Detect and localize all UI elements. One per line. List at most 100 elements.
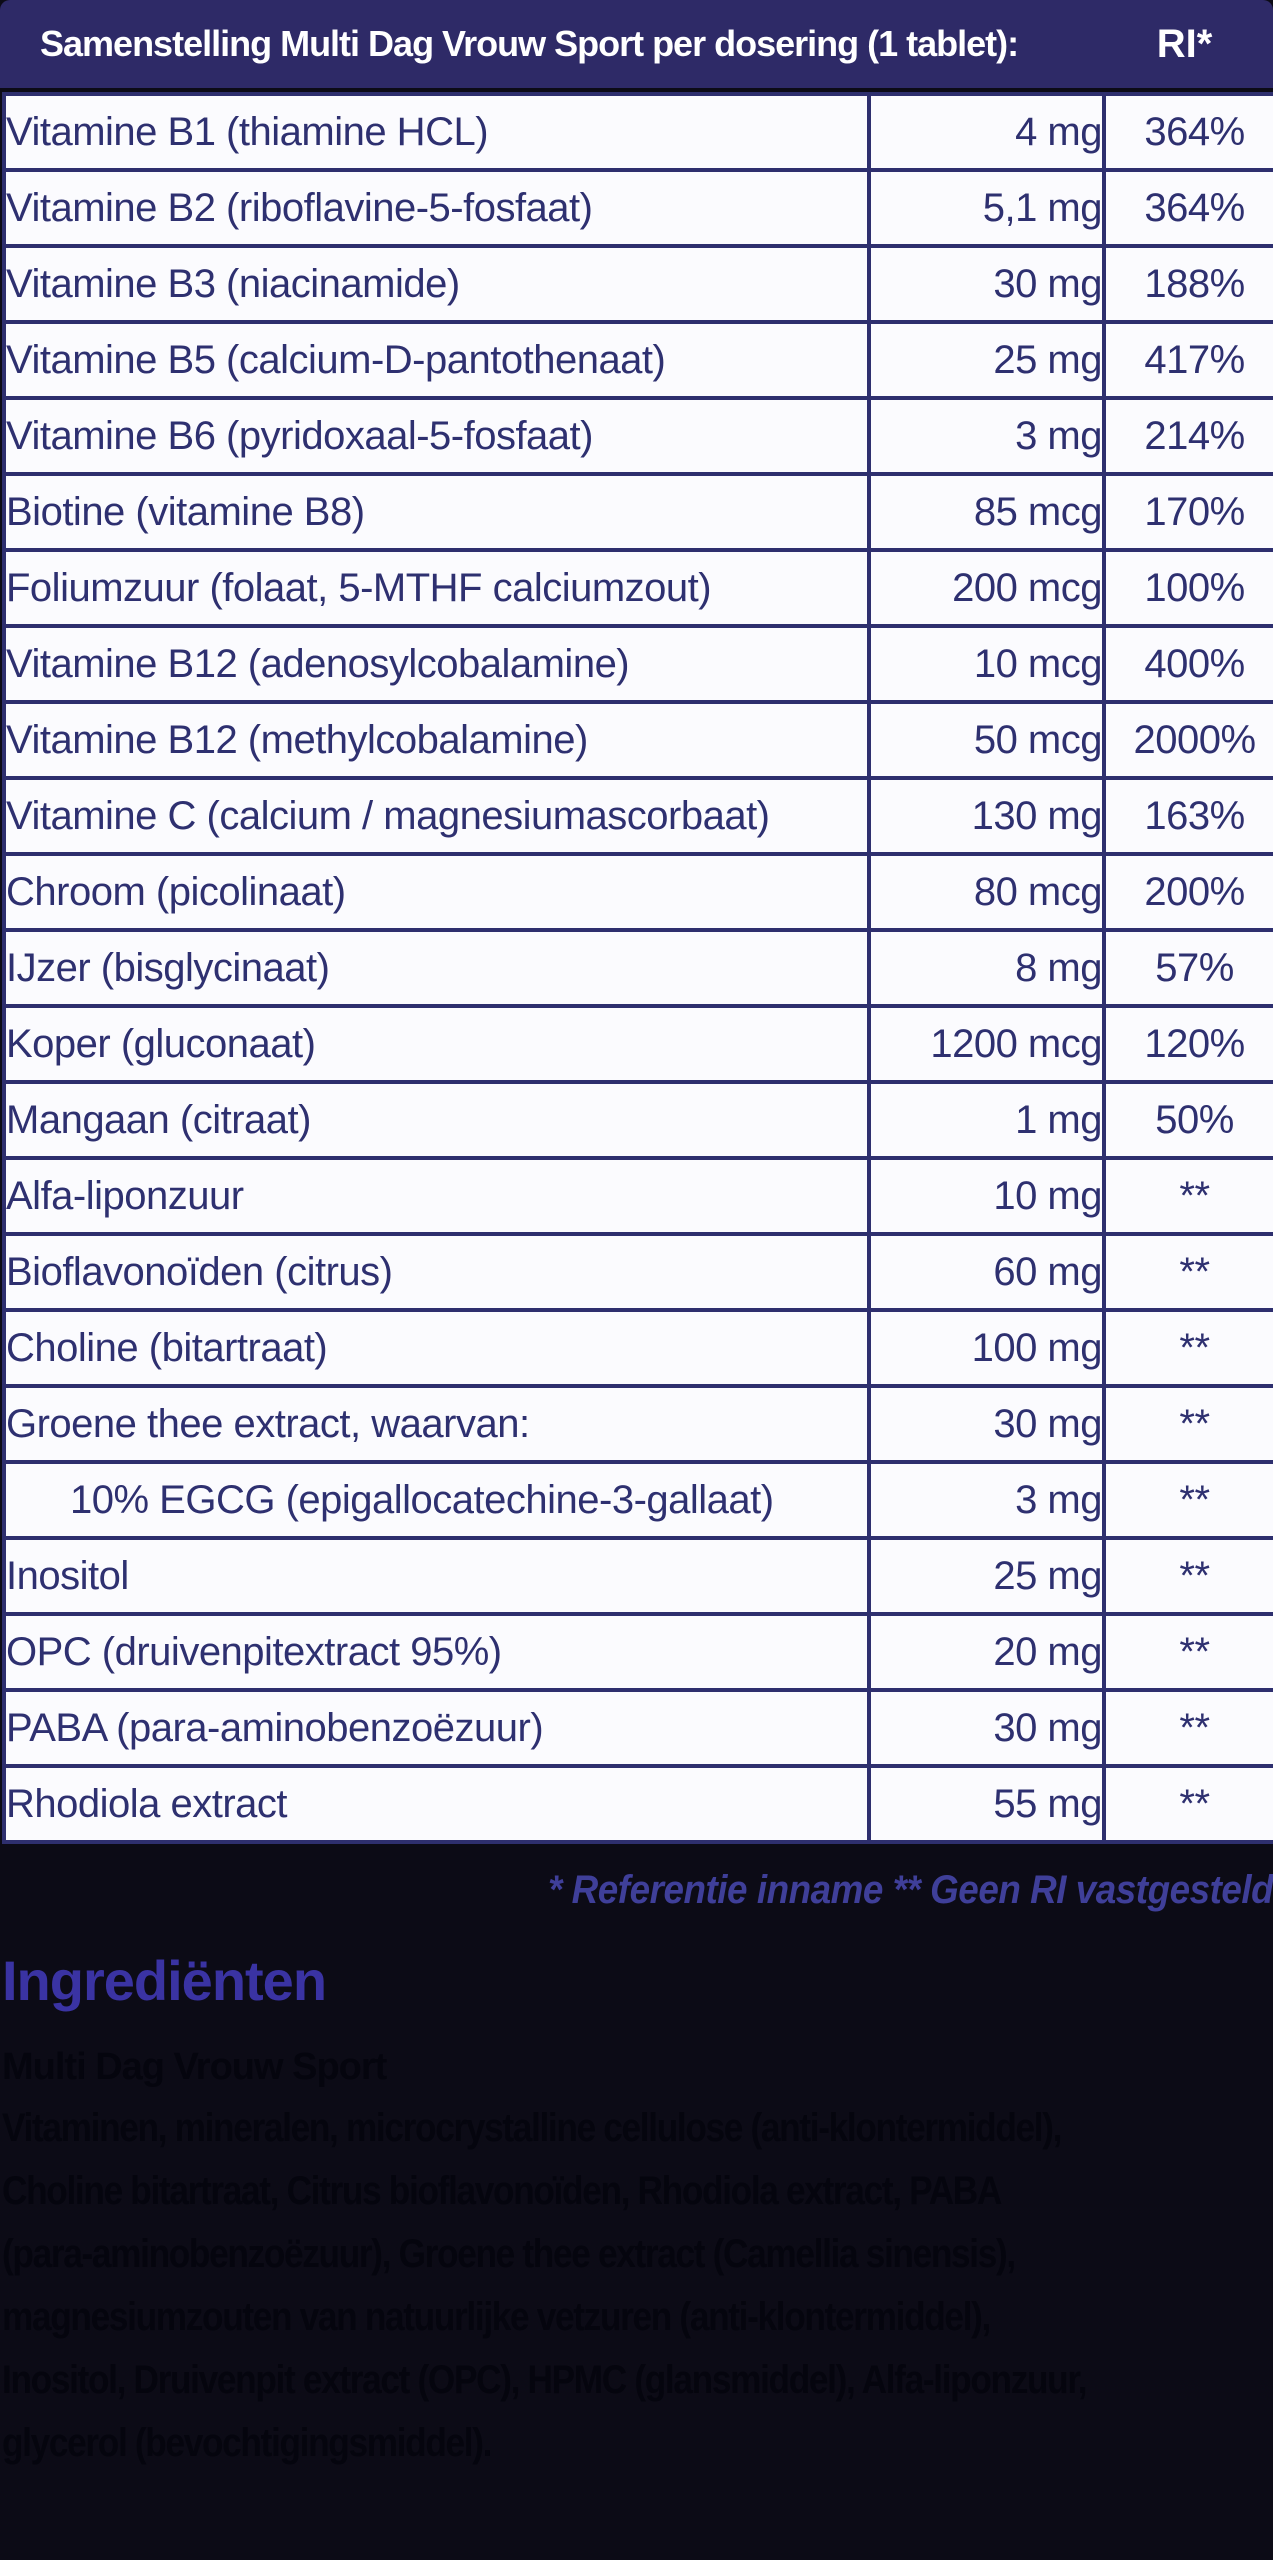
- ingredients-text: Vitaminen, mineralen, microcrystalline c…: [2, 2106, 1273, 2484]
- ingredient-name-cell: Vitamine B1 (thiamine HCL): [2, 92, 871, 172]
- amount-cell: 200 mcg: [867, 548, 1106, 628]
- ri-percent-cell: 214%: [1102, 396, 1273, 476]
- ingredients-text-line: Vitaminen, mineralen, microcrystalline c…: [2, 2106, 1062, 2150]
- amount-cell: 130 mg: [867, 776, 1106, 856]
- ri-percent-cell: 100%: [1102, 548, 1273, 628]
- ingredients-text-line: Inositol, Druivenpit extract (OPC), HPMC…: [2, 2358, 1088, 2402]
- table-row: Chroom (picolinaat) 80 mcg 200%: [2, 852, 1273, 932]
- amount-cell: 8 mg: [867, 928, 1106, 1008]
- ri-percent-cell: 2000%: [1102, 700, 1273, 780]
- table-title: Samenstelling Multi Dag Vrouw Sport per …: [40, 23, 1019, 64]
- ingredient-name-cell: Vitamine B12 (methylcobalamine): [2, 700, 871, 780]
- amount-cell: 10 mcg: [867, 624, 1106, 704]
- amount-cell: 5,1 mg: [867, 168, 1106, 248]
- ri-percent-cell: **: [1102, 1384, 1273, 1464]
- ingredient-name-cell: Alfa-liponzuur: [2, 1156, 871, 1236]
- reference-intake-footnote: * Referentie inname ** Geen RI vastgeste…: [547, 1868, 1273, 1912]
- table-row: IJzer (bisglycinaat) 8 mg 57%: [2, 928, 1273, 1008]
- ri-percent-cell: 57%: [1102, 928, 1273, 1008]
- ingredient-name-cell: Chroom (picolinaat): [2, 852, 871, 932]
- table-row: PABA (para-aminobenzoëzuur) 30 mg **: [2, 1688, 1273, 1768]
- table-header-bar: Samenstelling Multi Dag Vrouw Sport per …: [0, 0, 1273, 88]
- table-row: 10% EGCG (epigallocatechine-3-gallaat) 3 …: [2, 1460, 1273, 1540]
- amount-cell: 60 mg: [867, 1232, 1106, 1312]
- ri-percent-cell: 400%: [1102, 624, 1273, 704]
- table-row: Vitamine B12 (methylcobalamine) 50 mcg 200…: [2, 700, 1273, 780]
- amount-cell: 3 mg: [867, 396, 1106, 476]
- amount-cell: 3 mg: [867, 1460, 1106, 1540]
- table-row: Vitamine B1 (thiamine HCL) 4 mg 364%: [2, 92, 1273, 172]
- table-row: Groene thee extract, waarvan: 30 mg **: [2, 1384, 1273, 1464]
- ri-percent-cell: 200%: [1102, 852, 1273, 932]
- ingredients-text-line: glycerol (bevochtigingsmiddel).: [2, 2421, 492, 2465]
- ri-percent-cell: 417%: [1102, 320, 1273, 400]
- ri-percent-cell: **: [1102, 1536, 1273, 1616]
- table-row: Biotine (vitamine B8) 85 mcg 170%: [2, 472, 1273, 552]
- product-name-subheading: Multi Dag Vrouw Sport: [2, 2046, 387, 2088]
- ingredients-text-line: Choline bitartraat, Citrus bioflavonoïde…: [2, 2169, 1002, 2213]
- ingredient-name-cell: Vitamine B6 (pyridoxaal-5-fosfaat): [2, 396, 871, 476]
- table-row: Vitamine B3 (niacinamide) 30 mg 188%: [2, 244, 1273, 324]
- ingredient-name-cell: Vitamine B5 (calcium-D-pantothenaat): [2, 320, 871, 400]
- ingredient-name-cell: Vitamine B2 (riboflavine-5-fosfaat): [2, 168, 871, 248]
- ingredient-name-cell: Inositol: [2, 1536, 871, 1616]
- ingredient-name-cell: Biotine (vitamine B8): [2, 472, 871, 552]
- composition-table-wrapper: Vitamine B1 (thiamine HCL) 4 mg 364% Vitami…: [2, 92, 1273, 1844]
- table-row: Vitamine B12 (adenosylcobalamine) 10 mcg 4…: [2, 624, 1273, 704]
- ingredient-name-cell: PABA (para-aminobenzoëzuur): [2, 1688, 871, 1768]
- amount-cell: 100 mg: [867, 1308, 1106, 1388]
- table-row: Inositol 25 mg **: [2, 1536, 1273, 1616]
- amount-cell: 30 mg: [867, 244, 1106, 324]
- amount-cell: 30 mg: [867, 1384, 1106, 1464]
- table-row: Choline (bitartraat) 100 mg **: [2, 1308, 1273, 1388]
- amount-cell: 85 mcg: [867, 472, 1106, 552]
- amount-cell: 25 mg: [867, 320, 1106, 400]
- amount-cell: 1 mg: [867, 1080, 1106, 1160]
- ri-percent-cell: 364%: [1102, 168, 1273, 248]
- ri-column-header: RI*: [1156, 21, 1213, 66]
- amount-cell: 4 mg: [867, 92, 1106, 172]
- ri-percent-cell: 50%: [1102, 1080, 1273, 1160]
- table-row: Alfa-liponzuur 10 mg **: [2, 1156, 1273, 1236]
- ri-percent-cell: **: [1102, 1764, 1273, 1844]
- ingredient-name-cell: Groene thee extract, waarvan:: [2, 1384, 871, 1464]
- ri-percent-cell: **: [1102, 1232, 1273, 1312]
- ingredient-name-cell: Mangaan (citraat): [2, 1080, 871, 1160]
- table-row: Bioflavonoïden (citrus) 60 mg **: [2, 1232, 1273, 1312]
- ri-percent-cell: **: [1102, 1612, 1273, 1692]
- amount-cell: 10 mg: [867, 1156, 1106, 1236]
- table-row: Rhodiola extract 55 mg **: [2, 1764, 1273, 1844]
- ingredient-name-cell: 10% EGCG (epigallocatechine-3-gallaat): [2, 1460, 871, 1540]
- table-row: Mangaan (citraat) 1 mg 50%: [2, 1080, 1273, 1160]
- ri-percent-cell: 120%: [1102, 1004, 1273, 1084]
- amount-cell: 1200 mcg: [867, 1004, 1106, 1084]
- table-row: Vitamine B6 (pyridoxaal-5-fosfaat) 3 mg 21…: [2, 396, 1273, 476]
- ingredient-name-cell: Rhodiola extract: [2, 1764, 871, 1844]
- ri-percent-cell: **: [1102, 1688, 1273, 1768]
- table-row: Vitamine C (calcium / magnesiumascorbaat…: [2, 776, 1273, 856]
- table-row: Vitamine B5 (calcium-D-pantothenaat) 25 m…: [2, 320, 1273, 400]
- table-row: OPC (druivenpitextract 95%) 20 mg **: [2, 1612, 1273, 1692]
- table-row: Koper (gluconaat) 1200 mcg 120%: [2, 1004, 1273, 1084]
- amount-cell: 50 mcg: [867, 700, 1106, 780]
- ri-percent-cell: 170%: [1102, 472, 1273, 552]
- amount-cell: 55 mg: [867, 1764, 1106, 1844]
- ingredients-text-line: magnesiumzouten van natuurlijke vetzuren…: [2, 2295, 991, 2339]
- amount-cell: 80 mcg: [867, 852, 1106, 932]
- ingredient-name-cell: OPC (druivenpitextract 95%): [2, 1612, 871, 1692]
- table-row: Vitamine B2 (riboflavine-5-fosfaat) 5,1 m…: [2, 168, 1273, 248]
- ingredient-name-cell: Choline (bitartraat): [2, 1308, 871, 1388]
- ri-percent-cell: 163%: [1102, 776, 1273, 856]
- ingredient-name-cell: Bioflavonoïden (citrus): [2, 1232, 871, 1312]
- ingredients-text-line: (para-aminobenzoëzuur), Groene thee extr…: [2, 2232, 1016, 2276]
- ingredient-name-cell: Vitamine B3 (niacinamide): [2, 244, 871, 324]
- ri-percent-cell: **: [1102, 1460, 1273, 1540]
- composition-table: Vitamine B1 (thiamine HCL) 4 mg 364% Vitami…: [2, 92, 1273, 1844]
- ri-percent-cell: 188%: [1102, 244, 1273, 324]
- ingredient-name-cell: IJzer (bisglycinaat): [2, 928, 871, 1008]
- amount-cell: 30 mg: [867, 1688, 1106, 1768]
- ri-percent-cell: **: [1102, 1308, 1273, 1388]
- ingredient-name-cell: Vitamine B12 (adenosylcobalamine): [2, 624, 871, 704]
- amount-cell: 25 mg: [867, 1536, 1106, 1616]
- ingredient-name-cell: Koper (gluconaat): [2, 1004, 871, 1084]
